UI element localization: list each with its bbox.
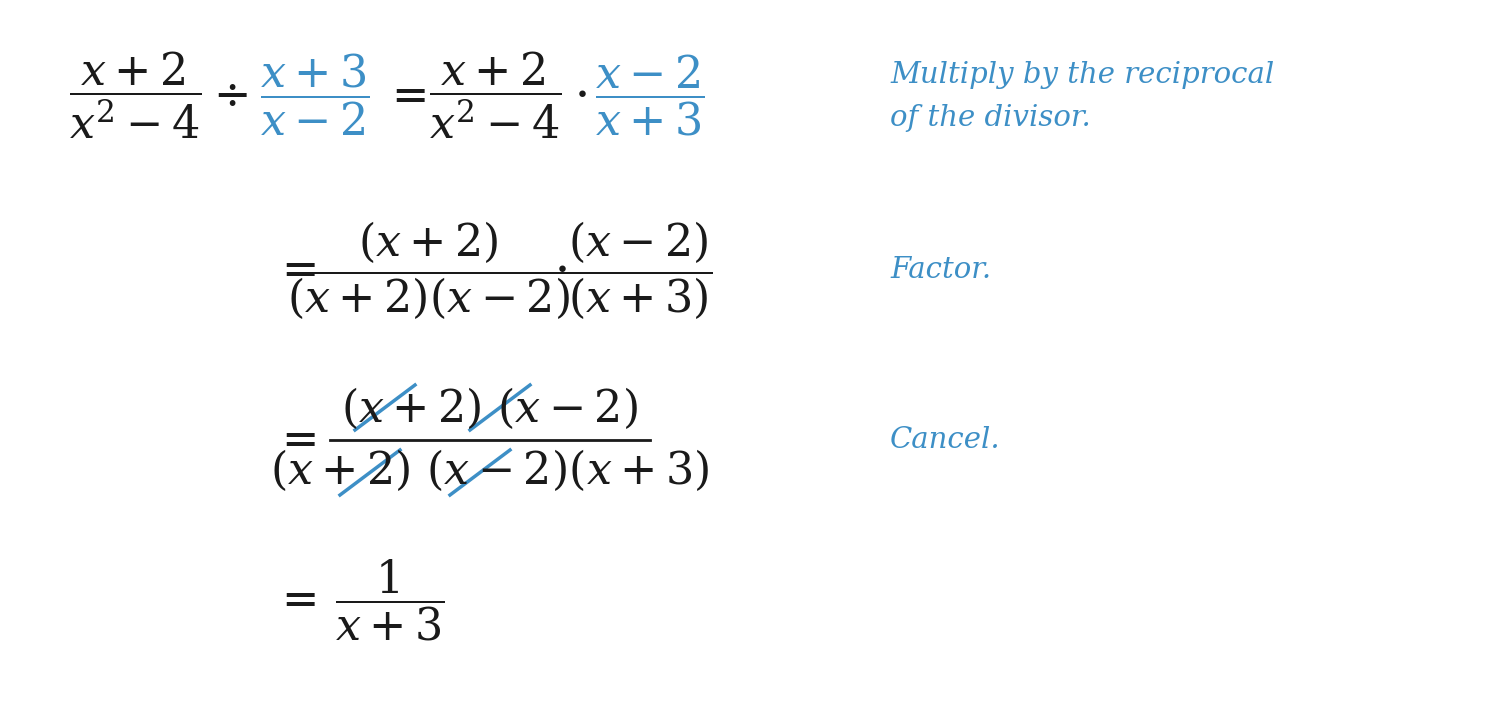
- Text: $(x+2)\ (x-2)$: $(x+2)\ (x-2)$: [342, 386, 639, 431]
- Text: of the divisor.: of the divisor.: [890, 104, 1090, 132]
- Text: $=$: $=$: [273, 249, 316, 292]
- Text: $(x+2)\ (x-2)(x+3)$: $(x+2)\ (x-2)(x+3)$: [270, 448, 710, 493]
- Text: $=$: $=$: [384, 73, 426, 116]
- Text: Factor.: Factor.: [890, 256, 992, 284]
- Text: $\dfrac{x+3}{x-2}$: $\dfrac{x+3}{x-2}$: [260, 51, 370, 138]
- Text: $\dfrac{(x-2)}{(x+3)}$: $\dfrac{(x-2)}{(x+3)}$: [568, 219, 712, 321]
- Text: $\cdot$: $\cdot$: [554, 246, 567, 294]
- Text: $\dfrac{x+2}{x^2-4}$: $\dfrac{x+2}{x^2-4}$: [429, 49, 561, 141]
- Text: $\dfrac{x-2}{x+3}$: $\dfrac{x-2}{x+3}$: [596, 52, 705, 138]
- Text: $=$: $=$: [273, 419, 316, 461]
- Text: Cancel.: Cancel.: [890, 426, 1001, 454]
- Text: $\cdot$: $\cdot$: [573, 71, 586, 119]
- Text: Multiply by the reciprocal: Multiply by the reciprocal: [890, 61, 1274, 89]
- Text: $\dfrac{1}{x+3}$: $\dfrac{1}{x+3}$: [334, 557, 446, 643]
- Text: $\dfrac{(x+2)}{(x+2)(x-2)}$: $\dfrac{(x+2)}{(x+2)(x-2)}$: [286, 219, 573, 321]
- Text: $\div$: $\div$: [213, 73, 248, 116]
- Text: $=$: $=$: [273, 578, 316, 622]
- Text: $\dfrac{x+2}{x^2-4}$: $\dfrac{x+2}{x^2-4}$: [69, 49, 201, 141]
